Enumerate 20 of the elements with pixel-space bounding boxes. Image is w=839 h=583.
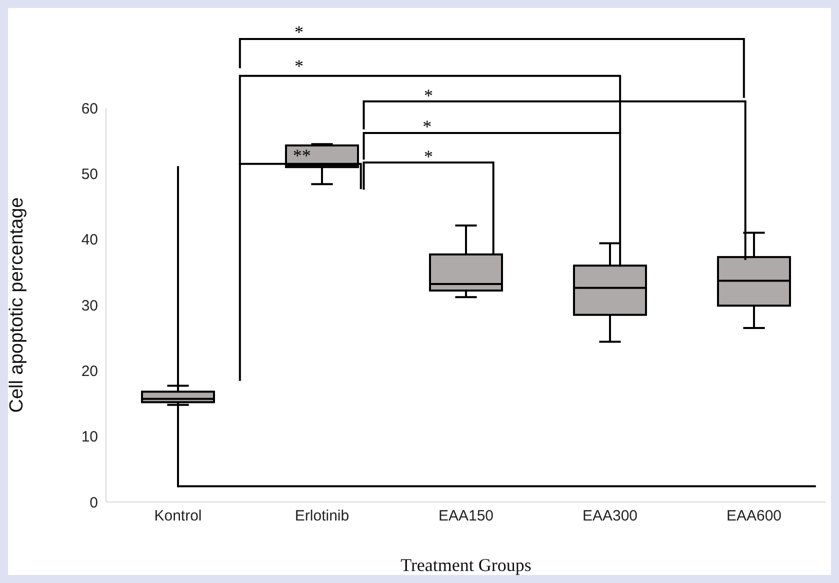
x-tick-label: EAA150	[438, 508, 494, 525]
y-tick-label: 50	[81, 166, 98, 183]
x-tick-label: EAA300	[582, 508, 638, 525]
y-tick-label: 20	[81, 362, 98, 380]
annotation: *	[422, 116, 432, 136]
text: *	[294, 22, 304, 42]
x-tick-label: EAA600	[726, 508, 782, 525]
x-tick-label: Kontrol	[154, 508, 202, 525]
x-axis-title: Treatment Groups	[400, 555, 532, 575]
y-tick-label: 30	[81, 297, 98, 314]
annotation: **	[292, 145, 311, 166]
y-tick-label: 10	[81, 428, 98, 446]
y-axis-title: Cell apoptotic percentage	[6, 197, 28, 413]
text: *	[424, 86, 434, 106]
y-tick-label: 60	[81, 100, 98, 118]
text: *	[294, 56, 304, 76]
annotation: *	[424, 146, 434, 167]
y-tick-label: 0	[90, 494, 98, 512]
x-tick-label: Erlotinib	[294, 508, 350, 525]
y-tick-label: 40	[81, 232, 98, 249]
